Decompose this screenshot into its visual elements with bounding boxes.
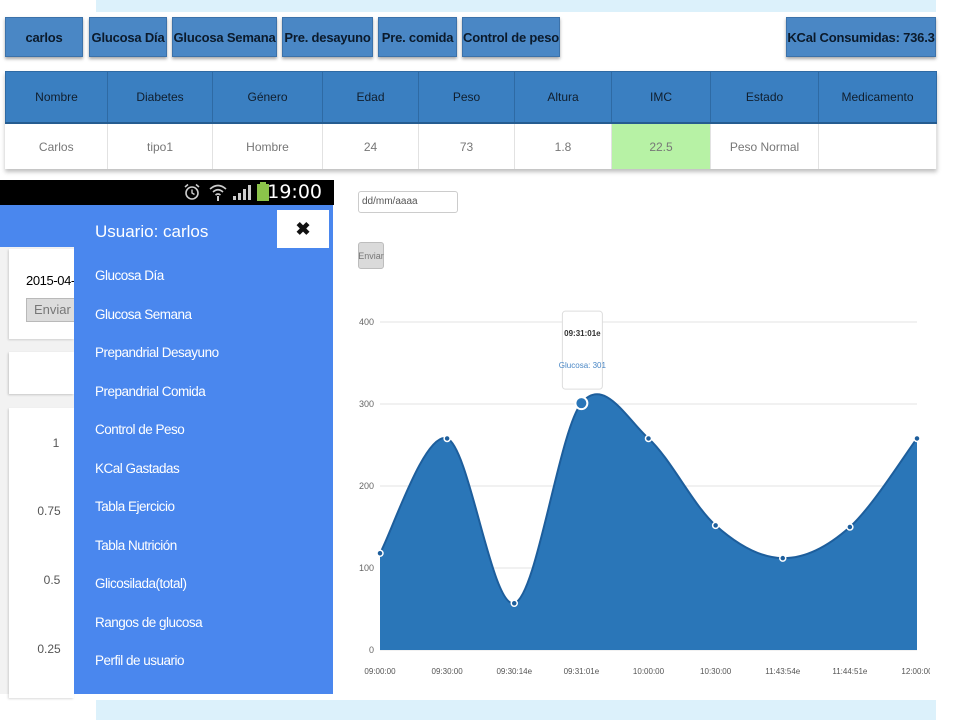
phone-status-bar: 19:00	[0, 180, 334, 205]
y-tick-label: 0.75	[37, 504, 61, 518]
drawer-item-glucosa-semana[interactable]: Glucosa Semana	[95, 307, 192, 322]
chart-tooltip: 09:31:01e Glucosa: 301	[559, 310, 607, 390]
data-point[interactable]	[574, 396, 589, 411]
drawer-item-tabla-ejercicio[interactable]: Tabla Ejercicio	[95, 499, 175, 514]
date-input[interactable]: 2015-04-	[26, 266, 74, 296]
y-tick-label: 0.25	[37, 642, 61, 656]
user-button[interactable]: carlos	[5, 17, 83, 57]
data-point[interactable]	[846, 523, 854, 531]
alarm-icon	[183, 183, 201, 206]
cell-imc: 22.5	[611, 123, 711, 169]
drawer-title: Usuario: carlos	[95, 222, 209, 241]
drawer-item-perfil-de-usuario[interactable]: Perfil de usuario	[95, 653, 185, 668]
close-icon: ✖	[295, 218, 311, 239]
enviar-button[interactable]: Enviar	[358, 242, 384, 269]
data-point[interactable]	[376, 549, 384, 557]
kcal-consumed-badge[interactable]: KCal Consumidas: 736.3	[786, 17, 936, 57]
cell-estado: Peso Normal	[710, 123, 819, 169]
tooltip-time: 09:31:01e	[564, 329, 601, 338]
header-genero: Género	[212, 71, 323, 124]
cell-medicamento	[818, 123, 937, 169]
data-point[interactable]	[644, 434, 653, 443]
drawer-item-glicosilada[interactable]: Glicosilada(total)	[95, 576, 187, 591]
patient-table: Nombre Diabetes Género Edad Peso Altura …	[5, 71, 937, 169]
battery-icon	[256, 182, 270, 207]
cell-genero: Hombre	[212, 123, 323, 169]
data-point[interactable]	[443, 434, 451, 443]
chart-area-series	[379, 393, 918, 650]
header-altura: Altura	[514, 71, 612, 124]
wifi-icon	[209, 183, 227, 206]
drawer-item-rangos-de-glucosa[interactable]: Rangos de glucosa	[95, 615, 203, 630]
header-medicamento: Medicamento	[818, 71, 937, 124]
x-tick-label: 12:00:00	[901, 667, 930, 676]
header-edad: Edad	[322, 71, 419, 124]
y-tick-label: 1	[52, 436, 60, 450]
tab-control-de-peso[interactable]: Control de peso	[462, 17, 560, 57]
app-header-partial	[0, 205, 74, 247]
x-tick-label: 09:30:14e	[496, 667, 532, 676]
header-nombre: Nombre	[5, 71, 108, 124]
tab-pre-comida[interactable]: Pre. comida	[378, 17, 457, 57]
drawer-item-kcal-gastadas[interactable]: KCal Gastadas	[95, 461, 180, 476]
chart-y-axis: 0 100 200 300 400	[359, 317, 374, 655]
drawer-item-prepandrial-comida[interactable]: Prepandrial Comida	[95, 384, 206, 399]
signal-icon	[232, 183, 254, 206]
drawer-item-control-de-peso[interactable]: Control de Peso	[95, 422, 185, 437]
drawer-item-prepandrial-desayuno[interactable]: Prepandrial Desayuno	[95, 345, 219, 360]
y-tick-label: 100	[359, 563, 374, 573]
data-point[interactable]	[711, 521, 720, 530]
y-tick-label: 0	[369, 645, 374, 655]
tooltip-box	[561, 310, 603, 390]
x-tick-label: 09:00:00	[364, 667, 396, 676]
header-diabetes: Diabetes	[107, 71, 213, 124]
data-point[interactable]	[913, 434, 921, 443]
cell-edad: 24	[322, 123, 419, 169]
bottom-background-strip	[96, 700, 936, 720]
status-time: 19:00	[267, 181, 322, 203]
x-tick-label: 11:43:54e	[765, 667, 801, 676]
x-tick-label: 11:44:51e	[832, 667, 868, 676]
cell-altura: 1.8	[514, 123, 612, 169]
header-estado: Estado	[710, 71, 819, 124]
tab-pre-desayuno[interactable]: Pre. desayuno	[282, 17, 373, 57]
series-line	[379, 393, 918, 605]
close-button[interactable]: ✖	[277, 210, 329, 248]
data-point[interactable]	[779, 554, 787, 562]
x-tick-label: 09:31:01e	[564, 667, 600, 676]
tab-glucosa-dia[interactable]: Glucosa Día	[89, 17, 167, 57]
data-point[interactable]	[510, 599, 518, 608]
y-tick-label: 200	[359, 481, 374, 491]
cell-peso: 73	[418, 123, 515, 169]
table-header-row: Nombre Diabetes Género Edad Peso Altura …	[5, 71, 937, 124]
date-input[interactable]: dd/mm/aaaa	[358, 191, 458, 213]
drawer-item-glucosa-dia[interactable]: Glucosa Día	[95, 268, 164, 283]
table-row: Carlos tipo1 Hombre 24 73 1.8 22.5 Peso …	[5, 123, 937, 169]
header-peso: Peso	[418, 71, 515, 124]
y-tick-label: 0.5	[43, 573, 61, 587]
x-tick-label: 10:30:00	[700, 667, 732, 676]
navigation-drawer: Usuario: carlos ✖ Glucosa Día Glucosa Se…	[74, 205, 333, 694]
tab-glucosa-semana[interactable]: Glucosa Semana	[172, 17, 277, 57]
top-background-strip	[96, 0, 936, 12]
chart-x-axis: 09:00:00 09:30:00 09:30:14e 09:31:01e 10:00:…	[364, 667, 930, 676]
chart-card-partial	[9, 408, 74, 698]
info-card-partial	[9, 352, 74, 394]
cell-nombre: Carlos	[5, 123, 108, 169]
tooltip-value: Glucosa: 301	[559, 361, 607, 370]
enviar-button-partial[interactable]: Enviar	[26, 298, 74, 322]
chart-points	[376, 396, 921, 608]
area-fill	[380, 394, 917, 650]
y-tick-label: 300	[359, 399, 374, 409]
header-imc: IMC	[611, 71, 711, 124]
y-tick-label: 400	[359, 317, 374, 327]
x-tick-label: 10:00:00	[633, 667, 665, 676]
cell-diabetes: tipo1	[107, 123, 213, 169]
drawer-item-tabla-nutricion[interactable]: Tabla Nutrición	[95, 538, 177, 553]
x-tick-label: 09:30:00	[432, 667, 464, 676]
